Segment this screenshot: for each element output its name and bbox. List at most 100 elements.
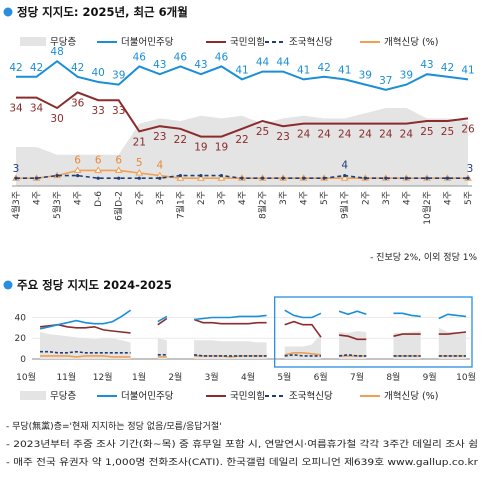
rebuild-data-label: 3 (13, 163, 20, 175)
rebuild-point (445, 176, 450, 180)
reform-point (197, 174, 205, 181)
ppp-data-label: 30 (50, 113, 63, 125)
rebuild-line (339, 353, 367, 357)
reform-point (176, 174, 185, 181)
none-area (339, 331, 367, 359)
legend-ppp-label: 국민의힘 (230, 37, 265, 48)
y-tick-label: 0 (20, 355, 26, 365)
x-tick-label: 3주 (381, 191, 392, 205)
none-area (194, 340, 267, 359)
top-chart-title: 정당 지지도: 2025년, 최근 6개월 (17, 5, 188, 19)
dem-data-label: 46 (215, 51, 229, 63)
footnote-3: - 매주 전국 유권자 약 1,000명 전화조사(CATI). 한국갤럽 데일… (6, 456, 478, 468)
rebuild-point (117, 176, 121, 180)
title-bullet-icon (3, 280, 13, 290)
rebuild-point (55, 174, 59, 178)
legend-rebuild-label: 조국혁신당 (289, 391, 333, 402)
footnotes: - 무당(無黨)층='현재 지지하는 정당 없음/모름/응답거절' - 2023… (6, 420, 478, 468)
dem-line (338, 310, 367, 316)
x-tick-label: 10월 (456, 371, 476, 383)
legend-dem-label: 더불어민주당 (121, 37, 174, 48)
x-tick-label: 4월3주 (10, 191, 22, 219)
none-area (16, 108, 468, 186)
reform-point (217, 174, 226, 181)
rebuild-line (284, 353, 321, 357)
dem-line (39, 309, 132, 330)
rebuild-point (466, 176, 470, 180)
x-tick-label: 2주 (134, 191, 145, 205)
x-tick-label: 11월 (56, 371, 76, 383)
legend-none-swatch (20, 391, 46, 400)
ppp-data-label: 24 (297, 129, 311, 141)
dem-data-label: 42 (71, 62, 84, 74)
x-tick-label: 10월 (16, 371, 36, 383)
ppp-data-label: 24 (379, 129, 393, 141)
recent-highlight-box (274, 296, 473, 368)
reform-point (135, 169, 144, 176)
rebuild-point (384, 176, 388, 180)
rebuild-point (34, 176, 39, 180)
ppp-data-label: 33 (91, 105, 104, 117)
reform-data-label: 4 (156, 160, 163, 172)
ppp-data-label: 25 (420, 126, 433, 138)
dem-data-label: 43 (194, 59, 207, 71)
x-tick-label: 5주 (319, 191, 330, 205)
none-area (393, 331, 421, 359)
ppp-data-label: 21 (133, 136, 146, 148)
rebuild-data-label: 3 (467, 163, 474, 175)
ppp-data-label: 36 (71, 97, 85, 109)
rebuild-point (322, 176, 326, 180)
footnote-2: - 2023년부터 주중 조사 기간(화~목) 중 휴무일 포함 시, 연말연시… (6, 438, 478, 450)
dem-line (284, 309, 322, 319)
x-tick-label: 4주 (401, 191, 412, 205)
dem-line (16, 59, 469, 91)
legend-reform-label: 개혁신당 (%) (384, 37, 438, 48)
x-tick-label: 3주 (278, 191, 289, 205)
x-tick-label: 4주 (442, 191, 453, 205)
ppp-line (193, 318, 267, 325)
ppp-data-label: 34 (9, 103, 23, 115)
x-tick-label: 2월 (168, 371, 182, 383)
legend-none-label: 무당층 (50, 37, 76, 48)
dem-data-label: 42 (317, 62, 330, 74)
legend-none-label: 무당층 (50, 391, 76, 402)
reform-data-label: 5 (136, 157, 143, 169)
rebuild-point (199, 174, 203, 178)
top-x-axis: 4월3주 4주 5월3주 4주 D-6 6월D-2 2주 3주 7월1주 2주 3주 4주 8월2주 3주… (10, 191, 474, 225)
ppp-line (438, 331, 467, 335)
reform-data-label: 6 (115, 154, 122, 166)
dem-data-label: 44 (256, 57, 270, 69)
reform-line (40, 355, 131, 358)
x-tick-label: 3주 (216, 191, 227, 205)
ppp-data-label: 22 (174, 134, 187, 146)
dem-data-label: 46 (133, 51, 147, 63)
ppp-data-label: 19 (194, 142, 207, 154)
ppp-data-label: 24 (400, 129, 414, 141)
ppp-data-label: 24 (338, 129, 352, 141)
x-tick-label: 3주 (155, 191, 166, 205)
x-tick-label: 4주 (73, 191, 84, 205)
bottom-plot-area: 0 20 40 (15, 296, 473, 368)
rebuild-point (96, 176, 100, 180)
ppp-data-label: 34 (30, 103, 44, 115)
ppp-data-label: 23 (153, 131, 166, 143)
x-tick-label: 8월 (386, 371, 400, 383)
x-tick-label: 4월 (241, 371, 255, 383)
rebuild-line (194, 354, 267, 357)
dem-data-label: 44 (276, 57, 290, 69)
legend-rebuild-label: 조국혁신당 (289, 37, 333, 48)
y-tick-label: 40 (15, 313, 27, 323)
x-tick-label: 5월3주 (51, 191, 63, 219)
none-area (438, 327, 466, 359)
x-tick-label: 7월 (350, 371, 364, 383)
dem-data-label: 42 (441, 62, 454, 74)
x-tick-label: 4주 (32, 191, 43, 205)
reform-data-label: 6 (74, 154, 81, 166)
reform-line (284, 351, 322, 356)
dem-data-label: 43 (420, 59, 433, 71)
x-tick-label: 5주 (463, 191, 474, 205)
ppp-data-label: 25 (441, 126, 454, 138)
ppp-data-label: 24 (359, 129, 373, 141)
rebuild-point (281, 176, 285, 180)
